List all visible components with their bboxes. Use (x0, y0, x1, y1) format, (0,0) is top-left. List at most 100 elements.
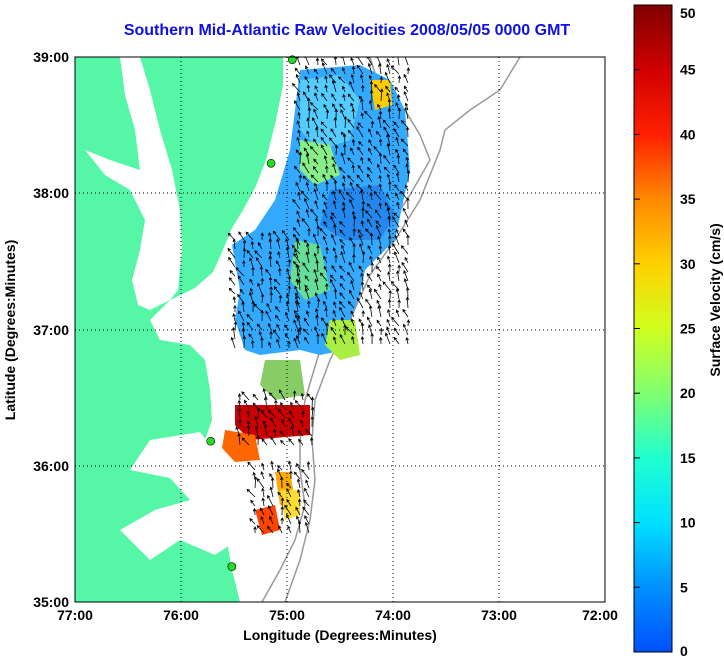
velocity-arrow (341, 67, 346, 75)
velocity-arrow (393, 212, 400, 219)
velocity-arrow (393, 121, 400, 129)
colorbar-tick-label: 50 (680, 5, 696, 21)
velocity-arrow (303, 147, 310, 156)
velocity-arrow (390, 65, 400, 75)
velocity-arrow (316, 225, 320, 237)
velocity-arrow (386, 326, 391, 336)
velocity-arrow (304, 275, 310, 282)
velocity-arrow (352, 215, 357, 228)
velocity-arrow (404, 219, 409, 228)
velocity-arrow (290, 425, 295, 437)
velocity-arrow (395, 228, 400, 237)
velocity-arrow (342, 143, 347, 156)
velocity-arrow (401, 261, 409, 273)
velocity-arrow (375, 57, 382, 66)
velocity-arrow (323, 255, 328, 264)
velocity-arrow (375, 265, 382, 273)
velocity-arrow (360, 272, 364, 282)
velocity-arrow (267, 322, 272, 331)
y-tick-label: 36:00 (33, 458, 69, 474)
velocity-arrow (306, 117, 310, 129)
velocity-arrow (325, 180, 329, 192)
velocity-arrow (328, 74, 337, 84)
velocity-arrow (304, 65, 310, 75)
colorbar-tick-label: 40 (680, 126, 696, 142)
velocity-arrow (332, 247, 337, 255)
velocity-arrow (349, 237, 355, 246)
velocity-arrow (293, 310, 301, 318)
velocity-arrow (339, 238, 346, 246)
velocity-arrow (400, 138, 409, 147)
velocity-arrow (368, 147, 373, 156)
velocity-arrow (347, 118, 355, 129)
velocity-arrow (297, 191, 301, 201)
velocity-arrow (375, 130, 382, 138)
velocity-arrow (241, 321, 246, 331)
velocity-arrow (405, 126, 410, 138)
velocity-arrow (273, 428, 277, 437)
velocity-arrow (393, 327, 400, 336)
velocity-arrow (296, 478, 301, 489)
y-tick-label: 35:00 (33, 594, 69, 610)
velocity-arrow (358, 234, 364, 246)
velocity-arrow (304, 284, 310, 291)
y-axis-label: Latitude (Degrees:Minutes) (2, 240, 18, 420)
velocity-arrow (280, 505, 285, 516)
velocity-arrow (259, 265, 264, 277)
velocity-arrow (324, 307, 328, 318)
velocity-arrow (403, 57, 409, 66)
velocity-arrow (406, 197, 410, 210)
velocity-arrow (351, 65, 356, 75)
velocity-arrow (293, 337, 299, 349)
velocity-arrow (242, 239, 247, 250)
velocity-arrow (332, 317, 337, 327)
velocity-arrow (332, 309, 337, 318)
velocity-arrow (396, 201, 400, 210)
velocity-arrow (270, 417, 277, 428)
velocity-arrow (390, 281, 400, 291)
velocity-arrow (301, 410, 306, 419)
velocity-arrow (305, 208, 310, 219)
station-marker (287, 55, 297, 65)
velocity-arrow (369, 255, 373, 264)
velocity-arrow (361, 310, 365, 318)
velocity-arrow (391, 316, 400, 327)
velocity-arrow (378, 138, 383, 147)
velocity-arrow (300, 190, 310, 201)
velocity-arrow (394, 86, 400, 93)
velocity-arrow (303, 499, 310, 507)
velocity-arrow (285, 237, 290, 250)
velocity-arrow (241, 301, 245, 313)
velocity-arrow (347, 174, 355, 183)
velocity-arrow (386, 63, 391, 75)
velocity-arrow (298, 438, 304, 446)
velocity-arrow (235, 267, 245, 277)
velocity-arrow (358, 141, 364, 147)
velocity-arrow (349, 198, 355, 210)
velocity-arrow (249, 257, 254, 268)
velocity-arrow (375, 220, 382, 228)
velocity-arrow (280, 439, 286, 446)
velocity-arrow (238, 231, 245, 241)
velocity-arrow (329, 274, 337, 282)
velocity-arrow (263, 424, 268, 437)
velocity-arrow (297, 279, 301, 291)
velocity-arrow (333, 57, 338, 66)
velocity-arrow (242, 335, 247, 349)
velocity-arrow (297, 129, 301, 138)
velocity-arrow (386, 58, 391, 66)
velocity-arrow (323, 103, 328, 111)
velocity-arrow (370, 261, 374, 273)
velocity-arrow (291, 82, 301, 93)
velocity-arrow (253, 303, 263, 313)
velocity-arrow (297, 488, 301, 498)
velocity-arrow (332, 336, 337, 345)
velocity-arrow (294, 314, 299, 322)
velocity-arrow (260, 471, 265, 480)
velocity-arrow (270, 460, 274, 471)
velocity-arrow (251, 300, 255, 313)
velocity-arrow (387, 244, 392, 255)
colorbar-tick-label: 25 (680, 321, 696, 337)
velocity-arrow (351, 335, 355, 345)
velocity-arrow (280, 497, 285, 507)
